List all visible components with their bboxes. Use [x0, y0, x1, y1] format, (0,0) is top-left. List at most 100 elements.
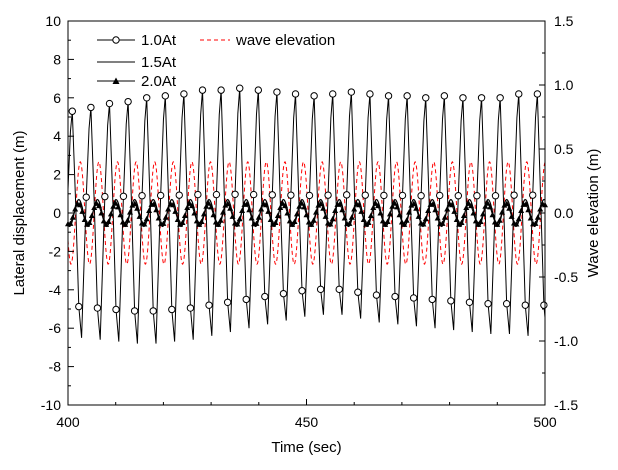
series-2.0At-marker [86, 219, 93, 226]
series-2.0At-marker [272, 219, 279, 226]
series-2.0At-marker [425, 207, 432, 214]
series-1.0At-marker [533, 90, 542, 98]
series-2.0At-marker [434, 215, 441, 221]
legend-label: wave elevation [235, 32, 335, 49]
series-2.0At-marker [98, 210, 105, 216]
series-2.0At-marker [172, 208, 179, 214]
series-1.0At-marker [496, 94, 504, 102]
series-1.0At-marker [440, 92, 449, 100]
series-2.0At-marker [303, 211, 310, 218]
series-2.0At-marker [444, 206, 451, 212]
series-2.0At-marker [267, 216, 274, 223]
series-2.0At-marker [220, 209, 227, 215]
series-1.0At-marker [502, 300, 511, 308]
series-1.0At-marker [68, 107, 76, 115]
series-1.0At-marker [249, 190, 258, 199]
series-2.0At-marker [79, 208, 86, 214]
series-2.0At-marker [100, 217, 107, 224]
series-2.0At-marker [422, 215, 429, 222]
series-1.0At-marker [205, 301, 213, 309]
series-2.0At-marker [379, 217, 386, 224]
series-1.0At-line [68, 88, 545, 344]
series-2.0At-marker [468, 202, 475, 209]
series-2.0At-marker [262, 201, 269, 208]
series-2.0At-marker [317, 200, 324, 207]
series-2.0At-marker [515, 215, 522, 222]
series-1.0At-marker [329, 90, 337, 98]
series-2.0At-marker [196, 221, 203, 227]
series-2.0At-marker [355, 201, 362, 208]
series-2.0At-marker [525, 206, 532, 213]
series-2.0At-marker [367, 212, 374, 219]
series-1.0At-marker [428, 295, 436, 304]
series-2.0At-marker [420, 221, 427, 227]
series-1.0At-marker [93, 304, 102, 312]
series-1.0At-marker [316, 285, 325, 294]
series-2.0At-marker [227, 205, 234, 211]
series-1.0At-marker [242, 295, 250, 304]
series-2.0At-marker [296, 203, 303, 209]
series-2.0At-marker [458, 219, 465, 226]
y2-tick-label: -0.5 [554, 269, 578, 285]
series-2.0At-marker [236, 215, 243, 222]
series-2.0At-marker [253, 220, 260, 226]
series-2.0At-marker [432, 206, 439, 213]
series-2.0At-marker [370, 204, 377, 211]
series-2.0At-marker [67, 220, 74, 226]
series-2.0At-marker [181, 212, 188, 219]
series-2.0At-marker [146, 207, 153, 214]
series-2.0At-marker [153, 206, 160, 213]
series-2.0At-marker [69, 214, 76, 220]
series-2.0At-marker [203, 203, 210, 209]
series-2.0At-marker [479, 210, 486, 217]
series-2.0At-marker [396, 211, 403, 218]
series-1.0At-marker [217, 86, 225, 94]
y2-tick-label: 1.0 [554, 77, 574, 93]
series-2.0At-marker [415, 213, 422, 219]
series-1.0At-marker [454, 192, 463, 200]
series-1.0At-marker [540, 301, 548, 309]
series-1.0At-marker [287, 191, 295, 199]
series-2.0At-marker [277, 204, 284, 211]
series-2.0At-marker [91, 204, 98, 211]
series-2.0At-marker [134, 205, 141, 211]
y-tick-label: -2 [49, 243, 62, 259]
series-2.0At-marker [308, 221, 315, 227]
series-2.0At-marker [107, 210, 114, 217]
series-2.0At-marker [351, 206, 358, 212]
series-2.0At-marker [451, 208, 458, 214]
series-2.0At-marker [327, 221, 334, 227]
series-2.0At-marker [313, 209, 320, 215]
series-2.0At-marker [472, 217, 479, 224]
series-1.0At-marker [298, 287, 306, 295]
series-1.0At-marker [101, 192, 109, 201]
series-2.0At-marker [243, 201, 250, 207]
series-1.0At-marker [515, 90, 523, 98]
series-2.0At-marker [365, 219, 372, 226]
series-2.0At-marker [239, 207, 246, 214]
series-2.0At-marker [115, 203, 122, 210]
series-1.0At-marker [521, 301, 529, 309]
y2-tick-label: 1.5 [554, 13, 574, 29]
series-2.0At-marker [406, 209, 413, 215]
series-2.0At-marker [389, 203, 396, 209]
y2-tick-label: 0.0 [554, 205, 574, 221]
series-1.0At-marker [347, 88, 356, 96]
series-1.0At-marker [186, 304, 195, 312]
series-2.0At-marker [174, 216, 181, 223]
series-2.0At-marker [518, 207, 525, 214]
legend-swatch-marker [112, 36, 120, 44]
series-2.0At-marker [293, 210, 300, 217]
series-2.0At-marker [320, 205, 327, 211]
series-1.0At-marker [124, 97, 132, 106]
series-2.0At-marker [155, 215, 162, 221]
axes-layer: -10 -8 -6 -4 -2 0 2 4 6 8 10 -1.5 -1.0 -0.5 0.0 0.5 1.0 1… [41, 13, 579, 430]
series-2.0At-marker [274, 212, 281, 219]
series-1.0At-marker [87, 103, 95, 112]
series-2.0At-marker [160, 220, 167, 226]
series-2.0At-marker [360, 216, 367, 223]
series-1.0At-marker [149, 307, 157, 315]
series-1.0At-marker [354, 288, 362, 296]
y2-tick-label: -1.0 [554, 333, 578, 349]
series-1.0At-marker [143, 94, 151, 102]
